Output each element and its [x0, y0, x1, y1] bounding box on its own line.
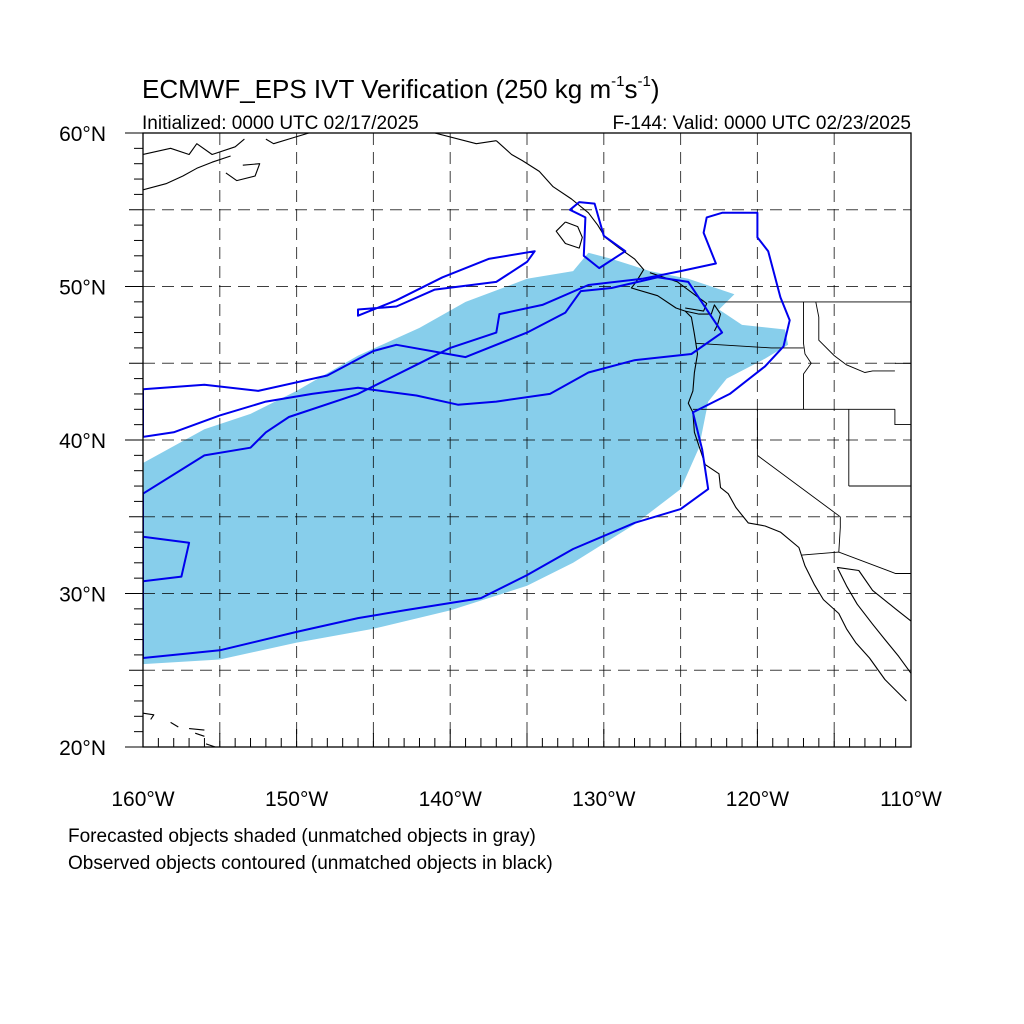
- coastline: [143, 138, 245, 156]
- y-tick-label: 30°N: [59, 584, 106, 607]
- coastline: [170, 721, 179, 728]
- x-tick-label: 120°W: [726, 788, 789, 811]
- valid-label: F-144: Valid: 0000 UTC 02/23/2025: [612, 113, 911, 134]
- coastline: [189, 728, 205, 731]
- coastline: [143, 155, 231, 191]
- longitude-tick-labels: 160°W 150°W 140°W 130°W 120°W 110°W: [111, 788, 942, 811]
- x-tick-label: 160°W: [111, 788, 174, 811]
- observed-ivt-contour: [569, 201, 627, 270]
- latitude-tick-labels: 20°N 30°N 40°N 50°N 60°N: [59, 123, 106, 760]
- political-border: [695, 342, 804, 349]
- coastline: [205, 743, 218, 747]
- footnote-forecast: Forecasted objects shaded (unmatched obj…: [68, 826, 536, 847]
- coastline: [143, 712, 155, 720]
- coastline: [837, 566, 911, 622]
- observed-ivt-contour: [143, 211, 791, 659]
- political-border: [756, 409, 841, 518]
- coastline: [836, 567, 911, 674]
- y-tick-label: 60°N: [59, 123, 106, 146]
- forecast-object-layer: [143, 252, 789, 665]
- coastline: [434, 133, 497, 145]
- political-border: [894, 409, 911, 426]
- observed-ivt-contour: [143, 276, 724, 438]
- observed-ivt-contour: [143, 535, 191, 583]
- initialized-label: Initialized: 0000 UTC 02/17/2025: [142, 113, 419, 134]
- coastline: [495, 140, 907, 702]
- x-tick-label: 130°W: [572, 788, 635, 811]
- y-tick-label: 20°N: [59, 737, 106, 760]
- political-border: [815, 301, 895, 373]
- political-border: [838, 516, 841, 553]
- map-title: ECMWF_EPS IVT Verification (250 kg m-1s-…: [142, 73, 659, 104]
- forecast-ivt-object: [143, 252, 789, 665]
- x-tick-label: 140°W: [419, 788, 482, 811]
- political-border-layer: [692, 301, 911, 574]
- x-tick-label: 150°W: [265, 788, 328, 811]
- x-tick-label: 110°W: [880, 788, 942, 811]
- y-tick-label: 50°N: [59, 277, 106, 300]
- political-border: [801, 551, 911, 574]
- observed-object-contours: [143, 201, 791, 659]
- observed-ivt-contour: [357, 250, 536, 317]
- footnote-observed: Observed objects contoured (unmatched ob…: [68, 853, 553, 874]
- coastline: [195, 732, 205, 737]
- coastline: [555, 221, 583, 249]
- y-tick-label: 40°N: [59, 430, 106, 453]
- political-border: [803, 301, 812, 410]
- coastline: [225, 163, 261, 182]
- axis-ticks: [125, 132, 912, 748]
- coastline-layer: [143, 133, 911, 747]
- coastline: [265, 133, 310, 145]
